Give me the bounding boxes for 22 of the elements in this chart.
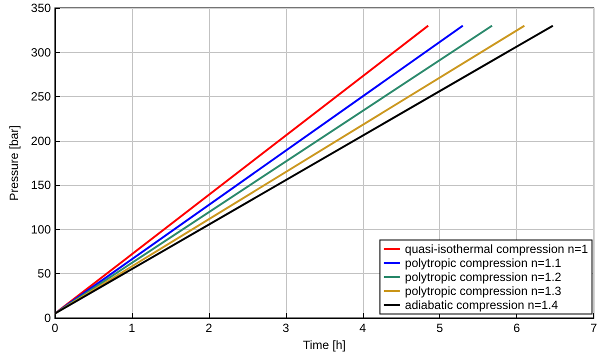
y-tick-label: 350 — [30, 1, 52, 15]
x-tick-label: 4 — [359, 321, 366, 335]
x-tick-label: 6 — [513, 321, 520, 335]
y-tick-label: 100 — [30, 222, 52, 236]
legend-label: polytropic compression n=1.2 — [404, 270, 562, 284]
x-axis-title: Time [h] — [302, 338, 346, 352]
x-tick-label: 1 — [128, 321, 136, 335]
y-axis-title: Pressure [bar] — [7, 125, 21, 201]
y-tick-label: 250 — [30, 90, 52, 104]
y-tick-label: 150 — [30, 178, 52, 192]
x-tick-label: 5 — [436, 321, 444, 335]
legend-label: adiabatic compression n=1.4 — [404, 298, 558, 312]
legend-label: quasi-isothermal compression n=1 — [404, 242, 588, 256]
y-tick-label: 50 — [38, 266, 52, 281]
y-tick-label: 300 — [30, 45, 52, 60]
y-tick-label: 0 — [44, 311, 52, 325]
x-tick-label: 7 — [590, 321, 598, 335]
y-tick-label: 200 — [30, 134, 52, 148]
x-tick-label: 3 — [282, 321, 290, 335]
legend-label: polytropic compression n=1.1 — [404, 256, 562, 270]
x-tick-label: 2 — [206, 321, 213, 335]
legend-label: polytropic compression n=1.3 — [404, 284, 562, 298]
